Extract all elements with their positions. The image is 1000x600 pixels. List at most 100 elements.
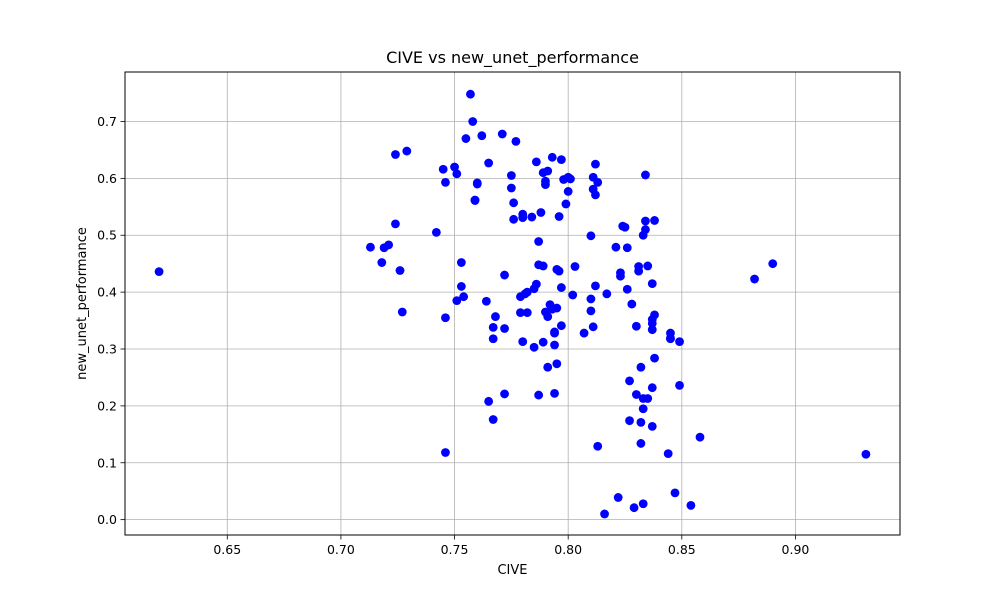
data-point <box>477 131 487 141</box>
data-point <box>638 499 648 509</box>
data-point <box>647 319 657 328</box>
data-point <box>650 216 659 225</box>
data-point <box>750 274 759 284</box>
data-point <box>647 421 657 431</box>
data-point <box>588 322 598 332</box>
y-axis-label: new_unet_performance <box>75 227 90 380</box>
data-point <box>538 337 548 347</box>
data-point <box>506 183 516 193</box>
data-point <box>627 299 637 309</box>
data-point <box>391 150 400 159</box>
data-point <box>500 389 509 399</box>
data-point <box>570 262 580 271</box>
data-point <box>641 216 650 226</box>
data-point <box>686 501 696 510</box>
data-point <box>484 396 494 406</box>
data-point <box>768 259 778 269</box>
data-point <box>456 258 466 267</box>
data-point <box>459 292 469 302</box>
data-point <box>529 342 539 352</box>
data-point <box>441 313 450 323</box>
x-tick-label: 0.70 <box>327 542 355 557</box>
data-point <box>563 187 573 196</box>
data-point <box>441 448 450 457</box>
data-point <box>527 212 537 222</box>
data-point <box>593 441 603 451</box>
data-point <box>666 333 675 343</box>
data-point <box>450 162 459 172</box>
y-axis-ticks: 0.0 0.1 0.2 0.3 0.4 0.5 0.6 0.7 <box>97 114 125 527</box>
data-point <box>591 190 600 200</box>
data-point <box>377 258 387 267</box>
data-point <box>620 222 630 232</box>
data-point <box>591 281 600 291</box>
data-point <box>497 129 507 139</box>
data-point <box>643 261 653 271</box>
data-point <box>509 214 519 224</box>
data-point <box>431 228 441 237</box>
data-point <box>622 284 632 294</box>
data-point <box>616 271 625 281</box>
data-point <box>552 359 562 369</box>
data-point <box>554 266 564 276</box>
data-points <box>154 89 871 519</box>
data-point <box>602 289 612 299</box>
data-point <box>488 334 498 344</box>
data-point <box>531 279 541 289</box>
data-point <box>641 225 650 234</box>
data-point <box>625 376 634 386</box>
data-point <box>461 134 471 143</box>
y-tick-label: 0.0 <box>97 512 117 527</box>
chart-title: CIVE vs new_unet_performance <box>386 48 639 68</box>
data-point <box>631 390 641 399</box>
data-point <box>556 155 566 164</box>
data-point <box>625 416 634 426</box>
data-point <box>441 177 450 187</box>
data-point <box>534 390 544 400</box>
y-tick-label: 0.6 <box>97 171 117 186</box>
data-point <box>663 449 673 459</box>
data-point <box>600 509 609 519</box>
axes-frame <box>124 71 901 536</box>
data-point <box>554 212 564 221</box>
data-point <box>543 166 553 176</box>
data-point <box>568 290 578 300</box>
data-point <box>586 231 596 241</box>
data-point <box>647 383 657 393</box>
data-point <box>516 308 525 318</box>
data-point <box>536 208 546 217</box>
data-point <box>534 237 544 246</box>
data-point <box>561 199 571 209</box>
data-point <box>611 242 621 252</box>
data-point <box>466 89 475 99</box>
data-point <box>613 493 623 502</box>
data-point <box>579 328 589 338</box>
data-point <box>591 159 600 169</box>
data-point <box>452 296 462 306</box>
data-point <box>647 279 657 288</box>
data-point <box>550 340 559 350</box>
data-point <box>675 337 684 347</box>
data-point <box>391 219 400 229</box>
data-point <box>543 362 553 372</box>
x-tick-label: 0.80 <box>554 542 582 557</box>
data-point <box>472 178 482 188</box>
data-point <box>593 177 603 187</box>
data-point <box>638 404 648 414</box>
data-point <box>456 282 466 291</box>
x-axis-label: CIVE <box>497 563 527 578</box>
data-point <box>650 310 659 320</box>
data-point <box>468 117 478 126</box>
data-point <box>556 321 566 331</box>
data-point <box>861 449 871 459</box>
data-point <box>491 312 500 321</box>
data-point <box>695 432 705 442</box>
data-point <box>556 283 566 292</box>
data-point <box>488 322 498 332</box>
data-point <box>538 261 548 271</box>
data-point <box>522 308 532 318</box>
data-point <box>586 294 596 304</box>
data-point <box>470 196 480 205</box>
data-point <box>522 287 532 297</box>
